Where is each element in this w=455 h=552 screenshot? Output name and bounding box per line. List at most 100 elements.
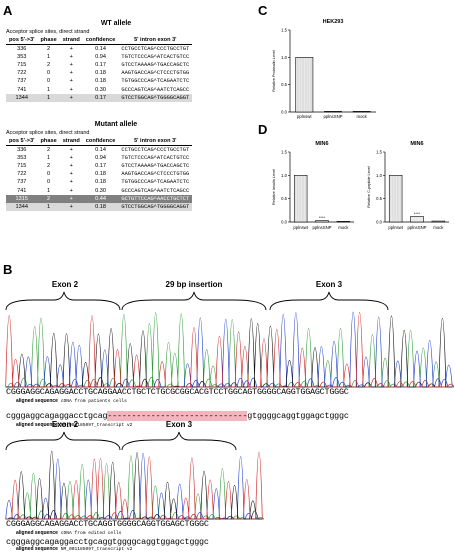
table-cell: 0.30 (95, 86, 106, 93)
y-tick-label: 1.5 (281, 150, 287, 155)
aligned-label: aligned sequence (16, 398, 58, 404)
wt-col-header: 5' intron exon 3' (118, 35, 193, 45)
table-row: 722 0 +0.18 AAGTGACCAG^CTCCCTGTGG (6, 69, 192, 77)
y-axis-label: Relative Insulin Level (272, 169, 276, 205)
table-cell: 353 (17, 155, 27, 162)
panel-label-a: A (3, 3, 13, 18)
wt-allele-section: WT allele Acceptor splice sites, direct … (6, 20, 226, 102)
table-cell: + (69, 86, 73, 93)
chromatogram-patient-section: Exon 2 29 bp insertion Exon 3 CGGGAGGCAG… (4, 280, 454, 430)
category-label: pplnswt (293, 225, 308, 230)
ref-caption-text-top: NM_001185097_transcript v2 (60, 423, 133, 428)
table-cell: 722 (17, 70, 27, 77)
table-cell: TGTCTCCCAG^ATCACTGTCC (121, 54, 190, 61)
table-cell: 2 (47, 147, 51, 154)
table-cell: 0 (47, 179, 51, 186)
table-cell: + (69, 179, 73, 186)
bar (410, 216, 424, 223)
table-cell: + (69, 187, 73, 194)
bar (431, 220, 446, 223)
table-cell: 737 (17, 78, 27, 85)
table-cell: CCTGCCTCAG^CCCTGCCTGT (121, 147, 190, 154)
table-cell: + (69, 62, 73, 69)
y-tick-label: 1.0 (281, 173, 287, 178)
edited-sequence-caption: aligned sequence cDNA from edited cells (16, 530, 121, 536)
panel-label-d: D (258, 122, 268, 137)
table-cell: 715 (17, 62, 27, 69)
y-tick-label: 0.5 (376, 196, 382, 201)
table-cell: + (69, 54, 73, 61)
table-cell: 2 (37, 194, 60, 203)
reference-caption-bottom: aligned sequence NM_001185097_transcript… (16, 546, 132, 552)
y-axis-label: Relative C-peptide Level (367, 166, 371, 208)
reference-sequence-bottom: cgggaggcagaggacctgcaggtggggcaggtggagctgg… (6, 537, 209, 547)
wt-col-header: confidence (82, 35, 119, 45)
mutant-allele-title: Mutant allele (94, 121, 138, 128)
table-cell: + (59, 93, 83, 102)
min6-cpeptide-chart: MIN6 0.0 0.5 1.0 1.5 Relative C-peptide Level… (367, 141, 449, 230)
category-label: pplnswt (388, 225, 403, 230)
table-cell: GCCCAGTCAG^AATCTCAGCC (121, 86, 190, 93)
panel-label-c: C (258, 3, 268, 18)
bar (295, 57, 314, 113)
table-row: 737 0 +0.18 TGTGGCCCAG^TCAGAATCTC (6, 77, 192, 85)
patient-sequence: CGGGAGGCAGAGGACCTGCAGGAACCTGCTCTGCGCGGCA… (6, 387, 349, 397)
mut-col-header: phase (37, 136, 60, 146)
mutant-allele-section: Mutant allele Acceptor splice sites, dir… (6, 121, 226, 211)
table-cell: 1344 (6, 202, 38, 211)
table-cell: + (69, 46, 73, 53)
table-cell: 0 (47, 78, 51, 85)
table-cell: 1 (37, 93, 60, 102)
table-cell: GTCCTGGCAG^TGGGGCAGGT (118, 202, 193, 211)
table-cell: 1315 (6, 194, 38, 203)
chart-title: MIN6 (315, 141, 328, 147)
table-cell: 0.14 (95, 147, 106, 154)
bar (336, 221, 351, 223)
category-label: mock (433, 225, 444, 230)
table-cell: 2 (47, 163, 51, 170)
category-label: mock (338, 225, 349, 230)
table-row: 336 2 +0.14 CCTGCCTCAG^CCCTGCCTGT (6, 146, 192, 155)
table-cell: 1 (47, 54, 51, 61)
table-cell: 2 (47, 62, 51, 69)
ref-aligned-label: aligned sequence (16, 422, 58, 428)
significance-mark: **** (319, 215, 326, 220)
chromatogram-trace (6, 451, 263, 520)
category-label: pplnsSNP (407, 225, 426, 230)
category-label: pplnswt (297, 114, 312, 119)
table-cell: 0.18 (95, 171, 106, 178)
brace-annotations-bottom (5, 431, 237, 451)
table-row: 336 2 +0.14 CCTGCCTCAG^CCCTGCCTGT (6, 45, 192, 54)
table-cell: 0.18 (95, 179, 106, 186)
insertion-gap: ----------------------------- (107, 411, 248, 421)
insertion-label: 29 bp insertion (165, 280, 223, 289)
table-cell: 0.17 (82, 93, 119, 102)
table-cell: 741 (17, 187, 27, 194)
ref-left: cgggaggcagaggacctgcag (6, 411, 108, 421)
table-cell: AAGTGACCAG^CTCCCTGTGG (121, 70, 190, 77)
table-cell: 2 (47, 46, 51, 53)
table-cell: TGTGGCCCAG^TCAGAATCTC (121, 78, 190, 85)
edited-sequence: CGGGAGGCAGAGGACCTGCAGGTGGGGCAGGTGGAGCTGG… (6, 519, 209, 529)
table-row: 353 1 +0.94 TGTCTCCCAG^ATCACTGTCC (6, 53, 192, 61)
table-cell: 1344 (6, 93, 38, 102)
table-cell: 0.94 (95, 54, 106, 61)
table-cell: 0.94 (95, 155, 106, 162)
table-cell: 0.14 (95, 46, 106, 53)
edited-caption-text: cDNA from edited cells (60, 531, 122, 536)
table-cell: CCTGCCTCAG^CCCTGCCTGT (121, 46, 190, 53)
exon3-label-top: Exon 3 (315, 280, 343, 289)
table-cell: 0 (47, 171, 51, 178)
y-tick-label: 0.5 (281, 196, 287, 201)
mut-col-header: 5' intron exon 3' (118, 136, 193, 146)
table-cell: 1 (37, 202, 60, 211)
wt-splice-table: pos 5'->3' phase strand confidence 5' intron… (6, 35, 193, 102)
patient-sequence-caption: aligned sequence cDNA from patients cell… (16, 398, 127, 404)
table-row: 1315 2 +0.44 GCTGTTCCAG^AACCTGCTCT (6, 194, 193, 203)
y-tick-label: 0.0 (281, 220, 287, 225)
table-cell: 0 (47, 70, 51, 77)
bar (315, 220, 329, 223)
wt-col-header: pos 5'->3' (6, 35, 38, 45)
category-label: mock (357, 114, 368, 119)
table-row: 715 2 +0.17 GTCCTAAAAG^TGACCAGCTC (6, 61, 192, 69)
